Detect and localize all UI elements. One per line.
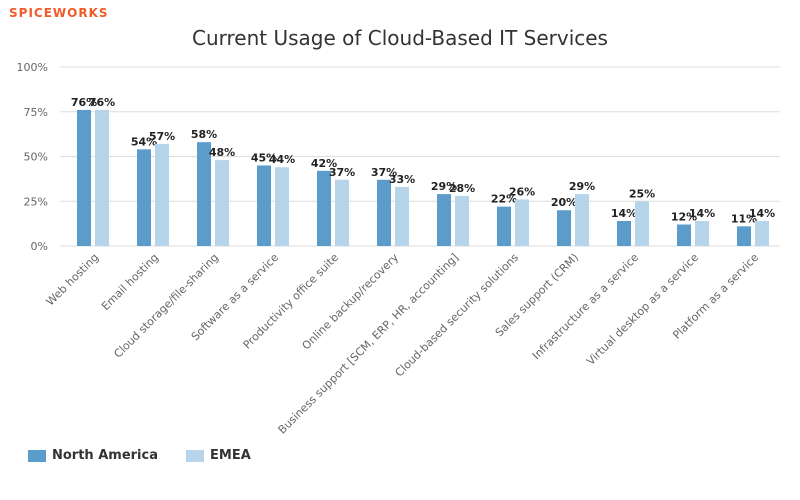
bar-north-america <box>77 109 91 247</box>
x-tick-label: Cloud storage/file-sharing <box>111 251 221 361</box>
bar-emea <box>95 109 109 247</box>
data-label-north-america: 22% <box>491 193 517 206</box>
bar-emea <box>635 201 649 246</box>
legend-item-emea[interactable]: EMEA <box>186 448 251 463</box>
data-label-north-america: 20% <box>551 196 577 209</box>
legend: North America EMEA <box>28 448 279 463</box>
legend-swatch-emea <box>186 449 204 462</box>
y-tick-label: 50% <box>24 151 48 164</box>
x-tick-label: Online backup/recovery <box>300 251 402 353</box>
data-label-north-america: 42% <box>311 157 337 170</box>
data-label-north-america: 45% <box>251 151 277 164</box>
data-label-north-america: 76% <box>71 96 97 109</box>
bar-north-america <box>377 179 391 246</box>
legend-swatch-north-america <box>28 449 46 462</box>
data-label-emea: 14% <box>689 207 715 220</box>
bar-emea <box>575 194 589 246</box>
bar-emea <box>515 199 529 246</box>
data-label-north-america: 29% <box>431 180 457 193</box>
bar-north-america <box>317 170 331 246</box>
data-label-north-america: 11% <box>731 212 757 225</box>
y-tick-label: 0% <box>31 240 48 253</box>
bar-north-america <box>257 165 271 246</box>
data-label-north-america: 54% <box>131 135 157 148</box>
bar-north-america <box>497 206 511 246</box>
bar-emea <box>215 160 229 246</box>
data-label-emea: 29% <box>569 180 595 193</box>
x-tick-label: Virtual desktop as a service <box>584 251 701 368</box>
bar-emea <box>395 186 409 246</box>
y-tick-label: 75% <box>24 106 48 119</box>
bar-north-america <box>557 210 571 246</box>
bar-north-america <box>737 226 751 246</box>
bar-emea <box>455 195 469 246</box>
bar-emea <box>335 179 349 246</box>
data-label-emea: 28% <box>449 182 475 195</box>
bar-emea <box>275 167 289 246</box>
x-tick-label: Infrastructure as a service <box>530 251 641 362</box>
y-tick-label: 100% <box>17 61 48 74</box>
legend-label-emea: EMEA <box>210 448 251 463</box>
y-tick-label: 25% <box>24 195 48 208</box>
logo-part-1: SPICE <box>9 6 53 20</box>
x-tick-label: Cloud-based security solutions <box>393 251 522 380</box>
data-label-emea: 25% <box>629 187 655 200</box>
chart-title: Current Usage of Cloud-Based IT Services <box>192 26 608 50</box>
bar-north-america <box>617 220 631 246</box>
data-label-emea: 76% <box>89 96 115 109</box>
bar-emea <box>695 220 709 246</box>
bar-emea <box>755 220 769 246</box>
data-label-emea: 48% <box>209 146 235 159</box>
data-label-north-america: 12% <box>671 211 697 224</box>
legend-label-north-america: North America <box>52 448 158 463</box>
bar-emea <box>155 143 169 246</box>
spiceworks-logo: SPICEWORKS <box>9 6 109 20</box>
data-label-emea: 44% <box>269 153 295 166</box>
bar-north-america <box>137 149 151 246</box>
legend-item-north-america[interactable]: North America <box>28 448 158 463</box>
data-label-north-america: 37% <box>371 166 397 179</box>
data-label-north-america: 14% <box>611 207 637 220</box>
bar-north-america <box>437 194 451 246</box>
data-label-emea: 33% <box>389 173 415 186</box>
bar-north-america <box>197 142 211 246</box>
data-label-north-america: 58% <box>191 128 217 141</box>
data-label-emea: 26% <box>509 185 535 198</box>
logo-part-2: WORKS <box>52 6 109 20</box>
x-tick-label: Web hosting <box>44 251 101 308</box>
bar-north-america <box>677 224 691 246</box>
data-label-emea: 57% <box>149 130 175 143</box>
data-label-emea: 14% <box>749 207 775 220</box>
x-tick-label: Email hosting <box>99 251 161 313</box>
data-label-emea: 37% <box>329 166 355 179</box>
